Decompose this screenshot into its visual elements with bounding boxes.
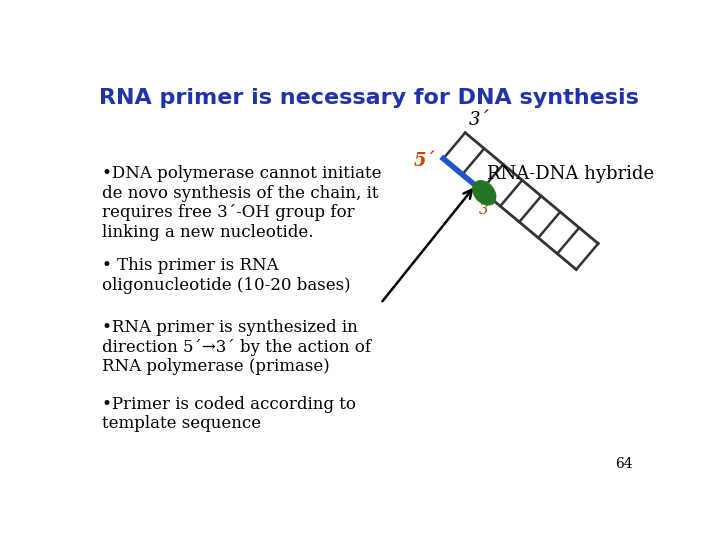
Text: 5´: 5´: [414, 152, 436, 170]
Text: 3´: 3´: [479, 203, 496, 217]
Text: RNA-DNA hybride: RNA-DNA hybride: [487, 165, 654, 183]
Ellipse shape: [473, 181, 495, 205]
Text: • This primer is RNA
oligonucleotide (10-20 bases): • This primer is RNA oligonucleotide (10…: [102, 257, 350, 294]
Text: 3´: 3´: [469, 111, 490, 129]
Text: RNA primer is necessary for DNA synthesis: RNA primer is necessary for DNA synthesi…: [99, 88, 639, 108]
Text: •DNA polymerase cannot initiate
de novo synthesis of the chain, it
requires free: •DNA polymerase cannot initiate de novo …: [102, 165, 381, 241]
Text: •Primer is coded according to
template sequence: •Primer is coded according to template s…: [102, 396, 356, 433]
Text: •RNA primer is synthesized in
direction 5´→3´ by the action of
RNA polymerase (p: •RNA primer is synthesized in direction …: [102, 319, 371, 375]
Text: 64: 64: [615, 457, 632, 471]
